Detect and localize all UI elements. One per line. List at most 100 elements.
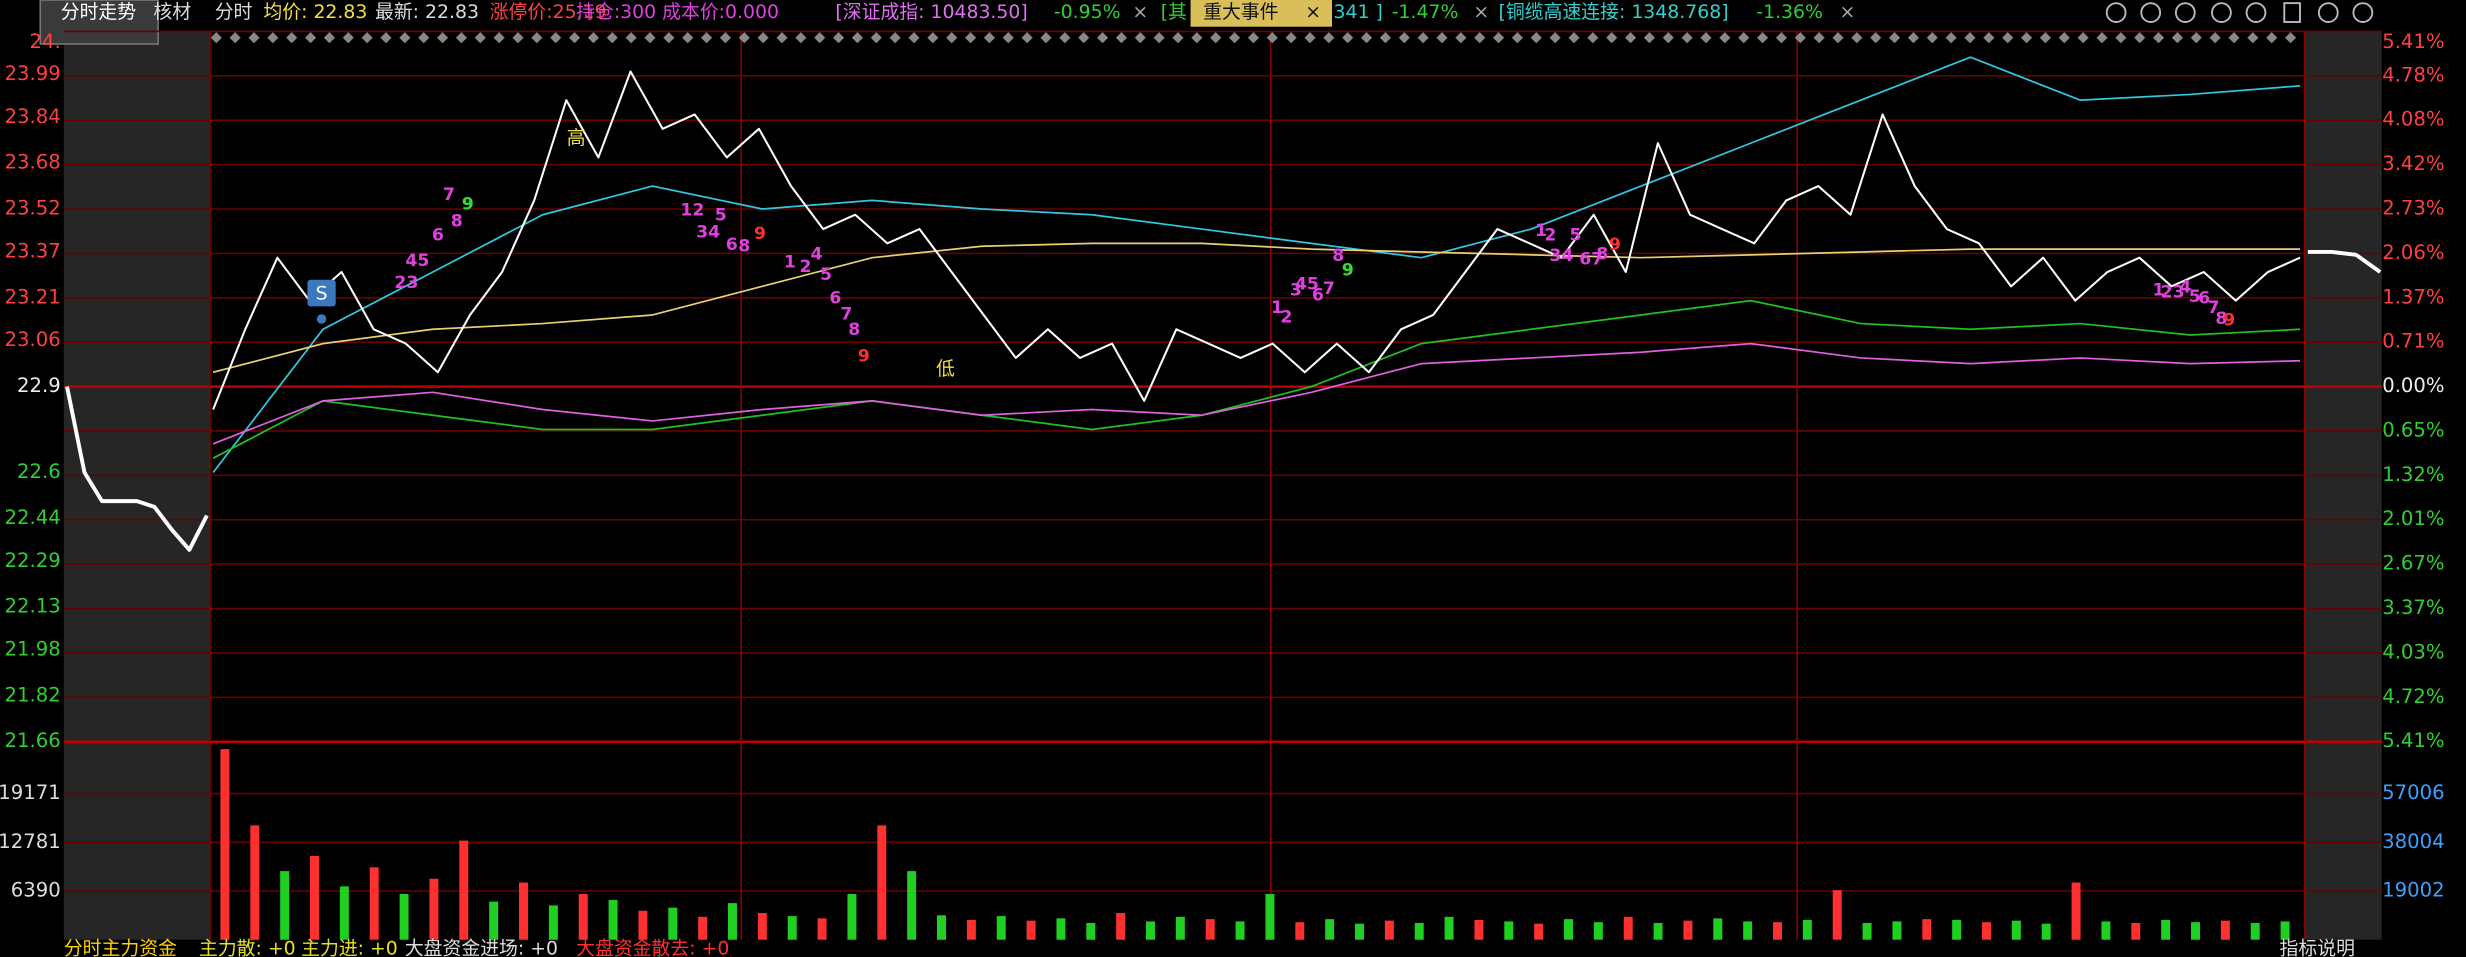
signal-label: 8: [1596, 245, 1608, 265]
volume-bar: [1056, 918, 1066, 940]
event-marker: [1304, 32, 1316, 44]
volume-bar: [1832, 890, 1842, 940]
hand-icon[interactable]: [2140, 2, 2162, 23]
percent-label: 3.42%: [2382, 152, 2444, 175]
volume-right-label: 57006: [2382, 781, 2444, 804]
event-marker: [870, 32, 882, 44]
volume-bar: [519, 882, 528, 940]
header-item: 341 ]: [1334, 2, 1383, 23]
signal-label: 5: [820, 265, 832, 285]
y-tick-label: 23.52: [5, 197, 61, 220]
volume-bar: [996, 916, 1006, 940]
event-marker: [1002, 32, 1014, 44]
percent-label: 2.67%: [2382, 552, 2444, 575]
event-marker: [1134, 32, 1146, 44]
volume-bar: [1534, 923, 1544, 940]
eye-icon[interactable]: [2105, 2, 2127, 23]
volume-bar: [1952, 919, 1962, 940]
signal-label: 67: [1579, 249, 1603, 269]
tab-label[interactable]: 分时走势: [61, 1, 137, 23]
event-marker: [889, 32, 901, 44]
event-marker: [1059, 32, 1071, 44]
header-item: 涨停价:25.19: [490, 1, 607, 23]
signal-label: 23: [394, 273, 418, 293]
header-item: -1.47%: [1392, 2, 1459, 23]
volume-bar: [1325, 919, 1335, 940]
tab[interactable]: [39, 0, 159, 45]
scissors-icon[interactable]: [2245, 2, 2267, 23]
event-marker: [757, 32, 769, 44]
event-marker: [1738, 32, 1750, 44]
header-item: 持仓:300 成本价:0.000: [576, 1, 779, 23]
event-marker: [1870, 32, 1882, 44]
volume-bar: [429, 878, 439, 940]
y-tick-label: 22.9: [17, 374, 61, 397]
event-marker: [1549, 32, 1561, 44]
event-marker: [1021, 32, 1033, 44]
percent-label: 3.37%: [2382, 596, 2444, 619]
event-marker: [1606, 32, 1618, 44]
percent-label: 0.71%: [2382, 330, 2444, 353]
header-item: 最新: 22.83: [375, 1, 479, 23]
undo-icon[interactable]: [2211, 2, 2232, 23]
y-tick-label: 23.21: [5, 285, 61, 308]
price-line: [212, 342, 2301, 445]
zoom-in-icon[interactable]: [2317, 2, 2339, 23]
volume-bar: [817, 918, 827, 940]
event-tag[interactable]: [1190, 0, 1332, 27]
volume-bar: [1205, 919, 1215, 940]
volume-bar: [937, 915, 946, 940]
lock-icon[interactable]: [2283, 2, 2301, 23]
event-marker: [323, 32, 335, 44]
volume-right-label: 19002: [2382, 879, 2444, 902]
volume-bar: [399, 893, 409, 940]
play-icon[interactable]: [2174, 2, 2196, 23]
event-marker: [512, 32, 524, 44]
header-item[interactable]: ×: [1840, 2, 1856, 23]
y-tick-label: 23.68: [5, 151, 61, 174]
volume-right-label: 38004: [2382, 830, 2444, 853]
signal-label: 1: [1535, 221, 1547, 241]
header-item: 核材: [153, 1, 191, 23]
signal-label: 9: [462, 194, 474, 214]
signal-label: 7: [840, 304, 852, 324]
event-marker: [2002, 32, 2014, 44]
volume-bar: [548, 905, 558, 940]
footer-item: 分时主力资金: [64, 938, 177, 957]
help-link[interactable]: 指标说明: [2280, 938, 2355, 957]
signal-label: 12: [680, 201, 704, 221]
percent-label: 1.37%: [2382, 285, 2444, 308]
event-marker: [851, 32, 863, 44]
zoom-out-icon[interactable]: [2352, 2, 2374, 23]
event-marker: [1172, 32, 1184, 44]
y-tick-label: 22.29: [5, 549, 61, 572]
toolbar-icons: [2105, 2, 2374, 23]
percent-label: 2.73%: [2382, 197, 2444, 220]
event-marker: [833, 32, 845, 44]
volume-bar: [1116, 913, 1126, 940]
event-marker: [1530, 32, 1542, 44]
price-line: [212, 56, 2301, 474]
header-item[interactable]: ×: [1473, 2, 1489, 23]
y-tick-label: 23.84: [5, 105, 61, 128]
volume-bar: [1384, 920, 1394, 940]
signal-label: 8: [451, 212, 463, 232]
high-label: 高: [567, 127, 586, 149]
volume-bar: [578, 893, 588, 940]
event-tag-label[interactable]: 重大事件: [1203, 1, 1278, 23]
header-item[interactable]: ×: [1132, 2, 1148, 23]
header-item: [铜缆高速连接: 1348.768]: [1499, 1, 1729, 23]
event-marker: [776, 32, 788, 44]
percent-label: 0.65%: [2382, 418, 2444, 441]
volume-bar: [1026, 920, 1036, 940]
event-marker: [625, 32, 637, 44]
volume-bar: [1862, 922, 1872, 940]
volume-bar: [728, 903, 737, 940]
signal-label: 5: [715, 205, 727, 225]
event-tag-close[interactable]: ×: [1305, 2, 1321, 23]
signal-label: 9: [1342, 260, 1354, 280]
header-item: -0.95%: [1054, 2, 1121, 23]
header-item: [其: [1161, 1, 1187, 23]
volume-bar: [608, 900, 618, 940]
